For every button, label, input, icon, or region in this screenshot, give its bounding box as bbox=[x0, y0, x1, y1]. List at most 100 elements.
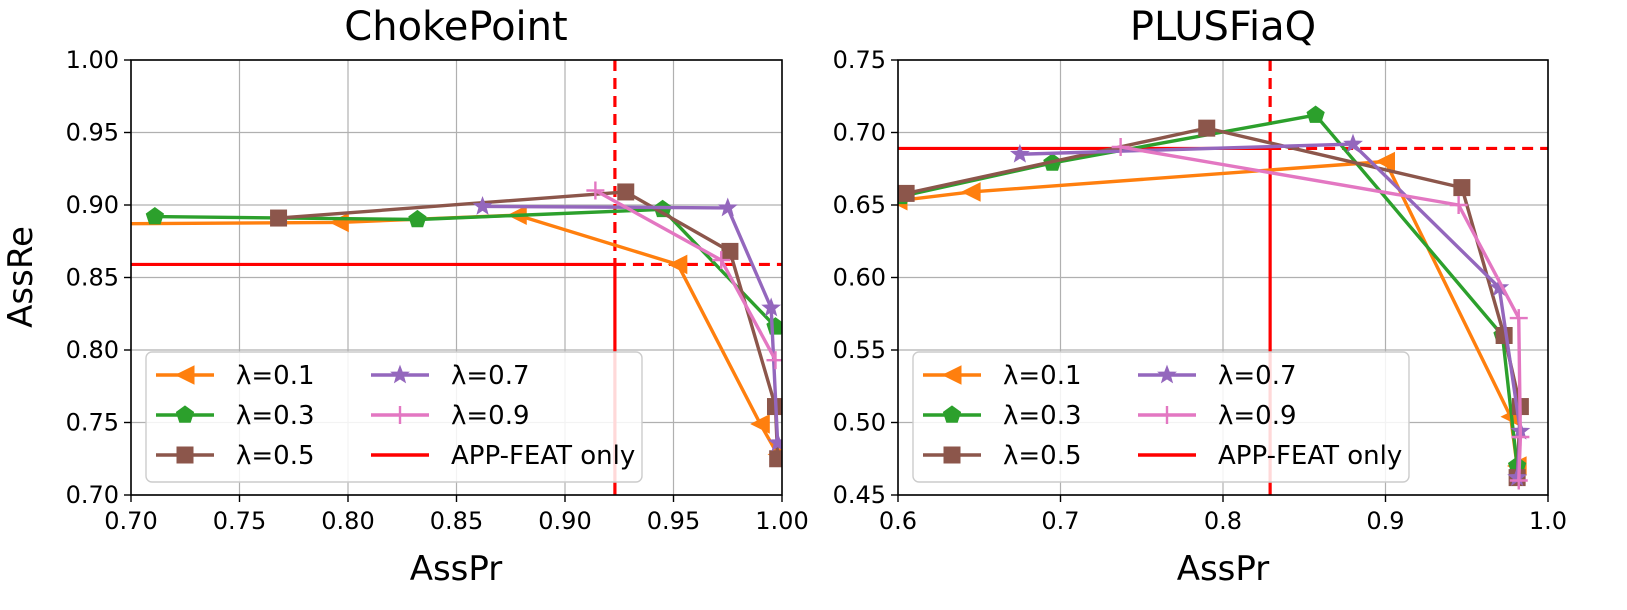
y-tick-label: 0.75 bbox=[66, 409, 119, 437]
plusfiaq-title: PLUSFiaQ bbox=[1130, 4, 1316, 50]
legend-label: λ=0.7 bbox=[1218, 361, 1297, 391]
x-tick-label: 0.6 bbox=[879, 507, 917, 535]
y-tick-label: 0.60 bbox=[833, 264, 886, 292]
series-point bbox=[1509, 471, 1528, 490]
series-point bbox=[961, 182, 981, 202]
legend-marker bbox=[943, 446, 961, 464]
legend-label: APP-FEAT only bbox=[451, 441, 635, 471]
x-tick-label: 1.0 bbox=[1529, 507, 1567, 535]
series-point bbox=[1343, 133, 1363, 153]
legend-entry: λ=0.1 bbox=[923, 361, 1082, 391]
series-point bbox=[1306, 105, 1325, 123]
chokepoint-title: ChokePoint bbox=[344, 4, 567, 50]
legend-label: λ=0.3 bbox=[236, 401, 315, 431]
legend-label: λ=0.1 bbox=[1003, 361, 1082, 391]
chokepoint-legend: λ=0.1 λ=0.3 λ=0.5 λ=0.7 λ=0.9 APP-FEAT only bbox=[145, 351, 643, 483]
series-point bbox=[717, 197, 738, 217]
legend-entry: λ=0.3 bbox=[923, 401, 1082, 431]
legend-entry: λ=0.5 bbox=[156, 441, 315, 471]
series-point bbox=[1489, 277, 1510, 297]
legend-marker bbox=[174, 365, 195, 385]
x-tick-label: 0.85 bbox=[430, 507, 483, 535]
legend-marker bbox=[1158, 406, 1176, 424]
y-tick-label: 0.50 bbox=[833, 409, 886, 437]
y-tick-label: 0.45 bbox=[833, 481, 886, 509]
series-point bbox=[145, 206, 165, 225]
series-point bbox=[769, 450, 782, 468]
series-point bbox=[1009, 143, 1030, 163]
x-tick-label: 0.7 bbox=[1041, 507, 1079, 535]
legend-marker bbox=[1157, 364, 1177, 384]
x-tick-label: 1.00 bbox=[755, 507, 808, 535]
series-point bbox=[586, 181, 605, 200]
y-tick-label: 0.75 bbox=[833, 46, 886, 74]
series-point bbox=[1449, 196, 1468, 214]
legend-marker bbox=[942, 405, 962, 423]
chokepoint-ticks: 0.70 0.75 0.80 0.85 0.90 0.95 1.00 0.70 0.75 0.80… bbox=[66, 46, 809, 535]
plusfiaq-xlabel: AssPr bbox=[1177, 549, 1270, 589]
series-point bbox=[761, 297, 782, 317]
series-point bbox=[898, 184, 915, 202]
series-point bbox=[767, 432, 782, 452]
x-tick-label: 0.90 bbox=[538, 507, 591, 535]
legend-box bbox=[912, 351, 1410, 483]
series-point bbox=[667, 254, 688, 275]
y-tick-label: 0.95 bbox=[66, 119, 119, 147]
legend-marker bbox=[176, 446, 194, 464]
legend-label: λ=0.9 bbox=[1218, 401, 1297, 431]
legend-entry: APP-FEAT only bbox=[1138, 441, 1402, 471]
legend-label: λ=0.5 bbox=[1003, 441, 1082, 471]
x-tick-label: 0.8 bbox=[1204, 507, 1242, 535]
legend-entry: λ=0.9 bbox=[371, 401, 530, 431]
legend-label: λ=0.9 bbox=[451, 401, 530, 431]
series-point bbox=[270, 209, 288, 227]
series-point bbox=[1111, 138, 1130, 156]
legend-entry: APP-FEAT only bbox=[371, 441, 635, 471]
plusfiaq-legend: λ=0.1 λ=0.3 λ=0.5 λ=0.7 λ=0.9 APP-FEAT only bbox=[912, 351, 1410, 483]
series-point bbox=[617, 183, 635, 201]
y-tick-label: 0.85 bbox=[66, 264, 119, 292]
legend-entry: λ=0.1 bbox=[156, 361, 315, 391]
series-point bbox=[472, 196, 493, 215]
series-point bbox=[329, 212, 349, 233]
series-point bbox=[408, 209, 427, 228]
y-tick-label: 0.70 bbox=[833, 119, 886, 147]
chokepoint-xlabel: AssPr bbox=[410, 549, 503, 589]
legend-label: APP-FEAT only bbox=[1218, 441, 1402, 471]
legend-box bbox=[145, 351, 643, 483]
y-tick-label: 0.55 bbox=[833, 336, 886, 364]
y-tick-label: 0.65 bbox=[833, 191, 886, 219]
x-tick-label: 0.80 bbox=[321, 507, 374, 535]
series-point bbox=[1509, 309, 1528, 328]
chokepoint-ylabel: AssRe bbox=[1, 226, 41, 328]
series-point bbox=[712, 251, 731, 270]
series-line bbox=[594, 189, 777, 361]
legend-label: λ=0.3 bbox=[1003, 401, 1082, 431]
y-tick-label: 0.90 bbox=[66, 191, 119, 219]
legend-entry: λ=0.3 bbox=[156, 401, 315, 431]
legend-entry: λ=0.9 bbox=[1138, 401, 1297, 431]
x-tick-label: 0.9 bbox=[1366, 507, 1404, 535]
legend-entry: λ=0.5 bbox=[923, 441, 1082, 471]
legend-marker bbox=[941, 365, 962, 385]
legend-label: λ=0.7 bbox=[451, 361, 530, 391]
series-point bbox=[1375, 151, 1395, 172]
series-point bbox=[1511, 428, 1530, 446]
x-tick-label: 0.70 bbox=[104, 507, 157, 535]
legend-entry: λ=0.7 bbox=[1138, 361, 1297, 391]
x-tick-label: 0.75 bbox=[213, 507, 266, 535]
series-point bbox=[721, 242, 739, 260]
legend-label: λ=0.1 bbox=[236, 361, 315, 391]
plusfiaq-ticks: 0.6 0.7 0.8 0.9 1.0 0.45 0.50 0.55 0.60 0.65 0.70 0… bbox=[833, 46, 1568, 535]
plusfiaq-series bbox=[898, 105, 1531, 490]
series-line bbox=[482, 204, 780, 443]
x-tick-label: 0.95 bbox=[647, 507, 700, 535]
y-tick-label: 1.00 bbox=[66, 46, 119, 74]
series-point bbox=[1198, 119, 1216, 137]
chart-plusfiaq: 0.6 0.7 0.8 0.9 1.0 0.45 0.50 0.55 0.60 0.65 0.70 0… bbox=[833, 4, 1568, 589]
legend-label: λ=0.5 bbox=[236, 441, 315, 471]
chart-chokepoint: 0.70 0.75 0.80 0.85 0.90 0.95 1.00 0.70 0.75 0.80… bbox=[1, 4, 809, 589]
y-tick-label: 0.70 bbox=[66, 481, 119, 509]
legend-marker bbox=[175, 405, 195, 423]
series-point bbox=[1453, 179, 1471, 197]
